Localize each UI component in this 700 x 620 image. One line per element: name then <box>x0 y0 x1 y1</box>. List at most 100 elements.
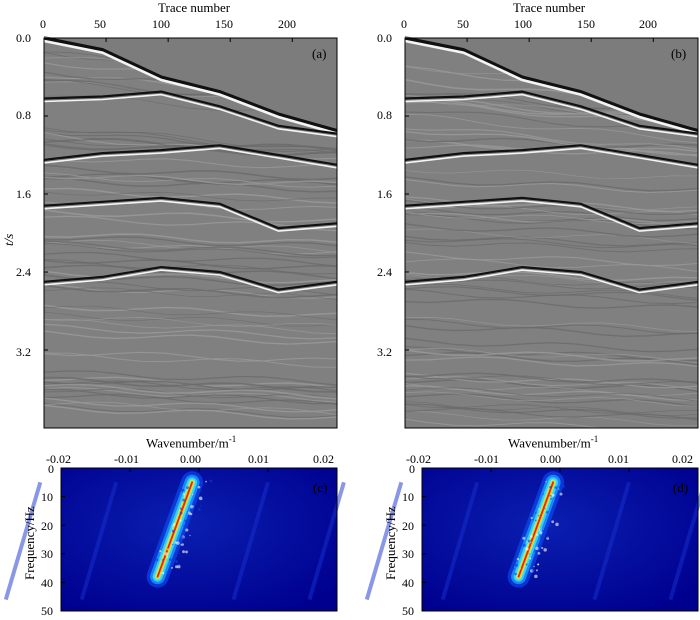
seismic-reflector-weak <box>43 393 338 405</box>
spectrum-speckle <box>525 547 529 551</box>
spectrum-speckle <box>185 486 189 490</box>
spectrum-speckle <box>181 543 184 546</box>
seismic-reflector-weak <box>404 387 699 402</box>
spectrum-speckle <box>551 493 555 497</box>
panel-c-xlabel: Wavenumber/m-1 <box>146 435 236 451</box>
spectrum-speckle <box>558 488 560 490</box>
spectrum-speckle <box>536 533 539 536</box>
spectrum-speckle <box>182 498 186 502</box>
panel-b-ytick: 1.6 <box>377 187 392 201</box>
panel-c-xlabel-text: Wavenumber/m <box>146 435 229 451</box>
spectrum-speckle <box>171 566 174 569</box>
spectrum-speckle <box>534 549 538 553</box>
spectrum-speckle <box>171 543 174 546</box>
spectrum-energy-band <box>517 481 554 578</box>
seismic-event-light <box>43 269 338 294</box>
spectrum-panel-c <box>3 467 346 612</box>
panel-c-ytick: 20 <box>41 519 53 533</box>
seismic-reflector-weak <box>404 286 699 301</box>
seismic-event-light <box>404 147 699 169</box>
seismic-reflector-weak <box>43 404 338 420</box>
spectrum-speckle <box>522 536 526 540</box>
seismic-reflector-weak <box>404 284 699 299</box>
spectrum-speckle <box>526 541 528 543</box>
seismic-reflector-weak <box>404 349 699 362</box>
panel-a-xtick: 150 <box>215 17 233 31</box>
spectrum-speckle <box>209 479 213 483</box>
spectrum-speckle <box>514 572 517 576</box>
spectrum-speckle <box>541 529 544 532</box>
spectrum-alias-streak <box>231 481 270 601</box>
spectrum-speckle <box>543 548 547 552</box>
seismic-reflector-weak <box>43 191 338 202</box>
seismic-reflector-weak <box>404 382 699 397</box>
panel-b-xlabel: Trace number <box>513 0 586 15</box>
seismic-reflector-weak <box>405 205 699 216</box>
seismic-event-dark <box>43 144 338 166</box>
spectrum-speckle <box>538 514 540 517</box>
panel-b-ytick: 0.8 <box>377 108 392 122</box>
spectrum-speckle <box>179 519 182 522</box>
seismic-event-dark <box>404 196 699 230</box>
seismic-reflector-weak <box>404 211 699 225</box>
spectrum-speckle <box>551 520 555 524</box>
spectrum-speckle <box>535 569 538 572</box>
seismic-reflector-weak <box>43 127 338 149</box>
panel-d-xtick: -0.01 <box>474 452 499 466</box>
spectrum-speckle <box>179 511 183 515</box>
seismic-reflector-weak <box>44 236 338 247</box>
spectrum-speckle <box>554 486 558 489</box>
spectrum-speckle <box>530 535 533 538</box>
spectrum-speckle <box>189 534 191 537</box>
spectrum-speckle <box>185 528 189 532</box>
spectrum-speckle <box>191 493 194 496</box>
seismic-reflector-weak <box>43 129 338 151</box>
panel-a-xtick: 0 <box>40 17 46 31</box>
spectrum-speckle <box>549 485 552 489</box>
panel-b-xtick: 0 <box>401 17 407 31</box>
panel-c-ytick: 0 <box>48 462 54 476</box>
panel-b-ytick: 2.4 <box>377 265 392 279</box>
spectrum-speckle <box>185 550 188 554</box>
seismic-reflector-weak <box>43 380 338 392</box>
seismic-reflector-weak <box>404 393 699 408</box>
seismic-reflector-weak <box>404 356 699 368</box>
seismic-reflector-weak <box>43 383 338 400</box>
panel-a-ytick: 1.6 <box>16 187 31 201</box>
panel-a-xtick: 200 <box>278 17 296 31</box>
seismic-reflector-weak <box>404 128 699 151</box>
seismic-reflector-weak <box>404 238 699 249</box>
panel-a-ytick: 0.8 <box>16 108 31 122</box>
spectrum-speckle <box>530 517 533 520</box>
spectrum-speckle <box>525 563 528 566</box>
panel-c-xtick: -0.02 <box>46 452 71 466</box>
spectrum-speckle <box>182 489 185 492</box>
spectrum-speckle <box>544 508 546 510</box>
spectrum-speckle <box>161 571 165 575</box>
seismic-frame <box>43 37 338 429</box>
seismic-reflector-weak <box>404 298 699 309</box>
spectrum-alias-streak <box>364 481 404 601</box>
panel-c-label: (c) <box>313 480 328 495</box>
spectrum-speckle <box>537 551 541 555</box>
seismic-reflector-weak <box>404 113 699 144</box>
panel-c-xtick: -0.01 <box>114 452 139 466</box>
seismic-event-dark <box>43 36 338 133</box>
seismic-reflector-weak <box>404 169 699 180</box>
spectrum-speckle <box>550 498 552 500</box>
spectrum-speckle <box>168 558 172 561</box>
spectrum-speckle <box>534 574 538 579</box>
panel-c-xtick: 0.02 <box>313 452 334 466</box>
seismic-reflector-weak <box>404 318 699 335</box>
spectrum-speckle <box>180 536 185 540</box>
panel-c-ytick: 50 <box>41 604 53 618</box>
spectrum-speckle <box>515 559 518 562</box>
panel-d-xtick: -0.02 <box>406 452 431 466</box>
seismic-reflector-weak <box>404 352 699 366</box>
panel-d-xlabel-sup: -1 <box>590 434 599 444</box>
spectrum-speckle <box>562 484 566 488</box>
seismic-event-light <box>43 147 338 169</box>
panel-c-xtick: 0.01 <box>248 452 269 466</box>
seismic-reflector-weak <box>43 174 338 186</box>
seismic-reflector-weak <box>404 214 699 230</box>
